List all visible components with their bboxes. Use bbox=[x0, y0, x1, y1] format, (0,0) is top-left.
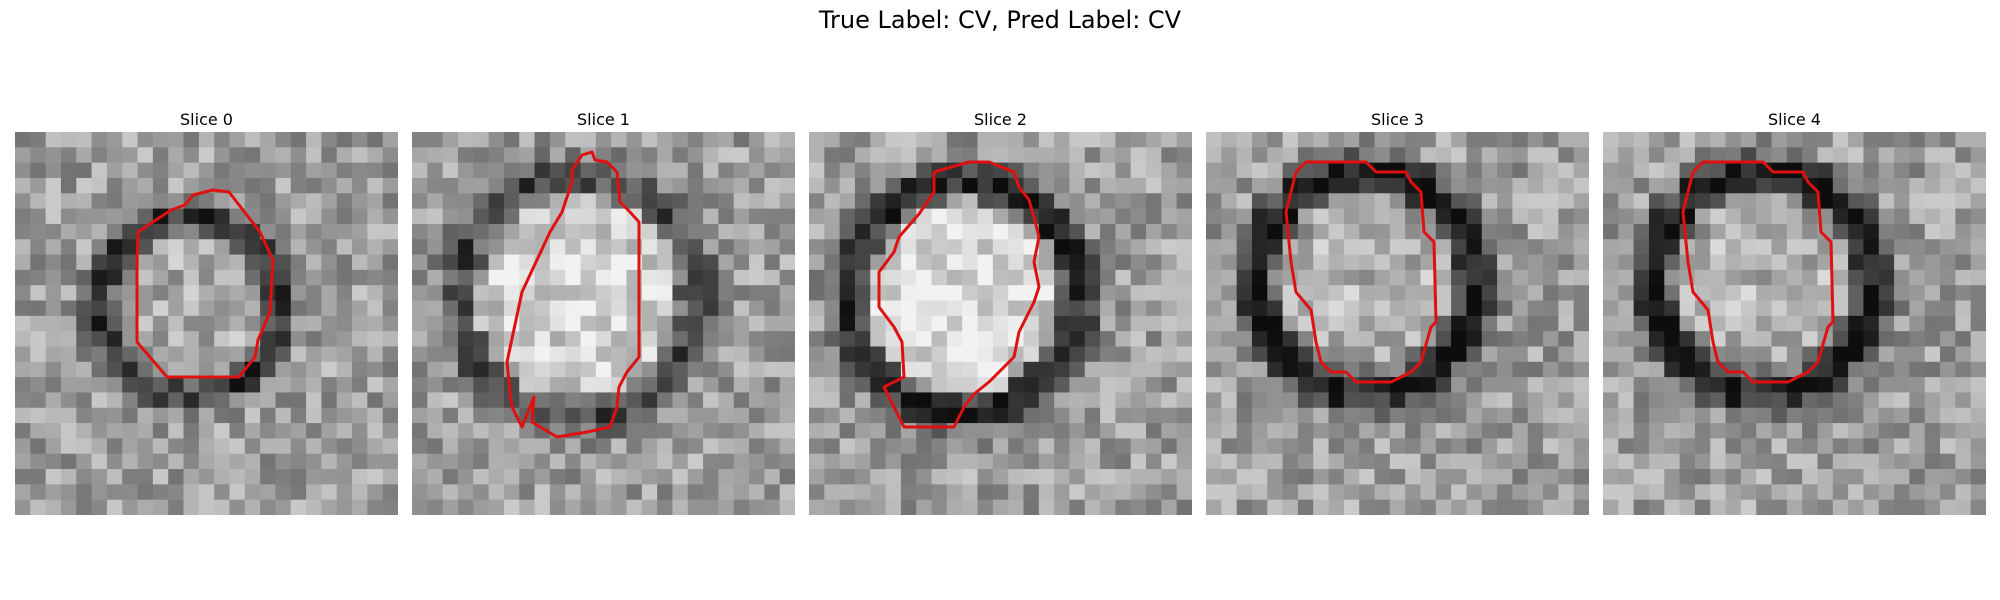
slice-panel-3: Slice 3 bbox=[1206, 108, 1589, 515]
segmentation-contour bbox=[135, 188, 275, 379]
slice-panel-0: Slice 0 bbox=[15, 108, 398, 515]
slice-image-0 bbox=[15, 132, 398, 515]
slice-image-1 bbox=[412, 132, 795, 515]
segmentation-contour bbox=[1284, 160, 1438, 384]
slice-title: Slice 3 bbox=[1371, 110, 1424, 129]
slice-title: Slice 2 bbox=[974, 110, 1027, 129]
segmentation-contour bbox=[505, 150, 641, 439]
segmentation-contour bbox=[877, 160, 1041, 429]
slice-panel-2: Slice 2 bbox=[809, 108, 1192, 515]
slice-panel-4: Slice 4 bbox=[1603, 108, 1986, 515]
slice-image-4 bbox=[1603, 132, 1986, 515]
slice-panel-1: Slice 1 bbox=[412, 108, 795, 515]
slice-title: Slice 0 bbox=[180, 110, 233, 129]
slice-image-3 bbox=[1206, 132, 1589, 515]
segmentation-contour bbox=[1681, 160, 1835, 384]
figure-title: True Label: CV, Pred Label: CV bbox=[818, 6, 1182, 34]
slice-title: Slice 1 bbox=[577, 110, 630, 129]
slice-title: Slice 4 bbox=[1768, 110, 1821, 129]
slice-image-2 bbox=[809, 132, 1192, 515]
